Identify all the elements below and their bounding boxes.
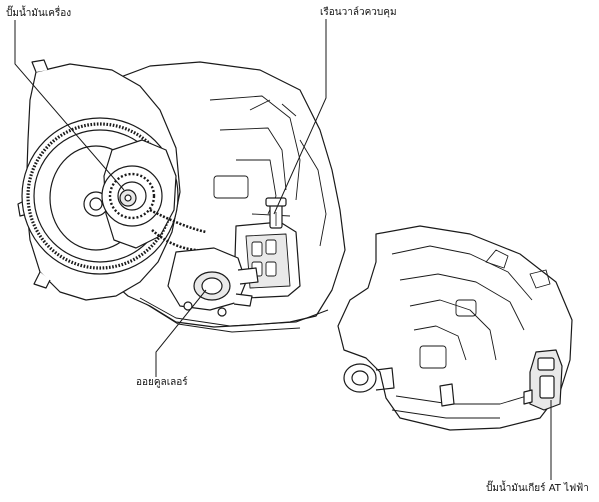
label-electric-at-pump: ปั๊มน้ำมันเกียร์ AT ไฟฟ้า <box>486 483 589 494</box>
leader-valve-body <box>273 19 327 215</box>
leader-oil-cooler <box>155 289 207 377</box>
label-valve-body: เรือนวาล์วควบคุม <box>320 7 397 18</box>
label-engine-oil-pump: ปั๊มน้ำมันเครื่อง <box>6 8 72 19</box>
electric-at-pump-unit <box>523 349 563 411</box>
leader-lines <box>14 19 552 480</box>
cutaway-transmission-drawing <box>17 59 346 333</box>
external-transmission-drawing <box>337 225 573 431</box>
engine-oil-pump-assembly <box>101 139 177 249</box>
label-oil-cooler: ออยคูลเลอร์ <box>136 377 188 388</box>
leader-engine-oil-pump <box>14 20 125 191</box>
transmission-housing-outline <box>337 225 573 431</box>
